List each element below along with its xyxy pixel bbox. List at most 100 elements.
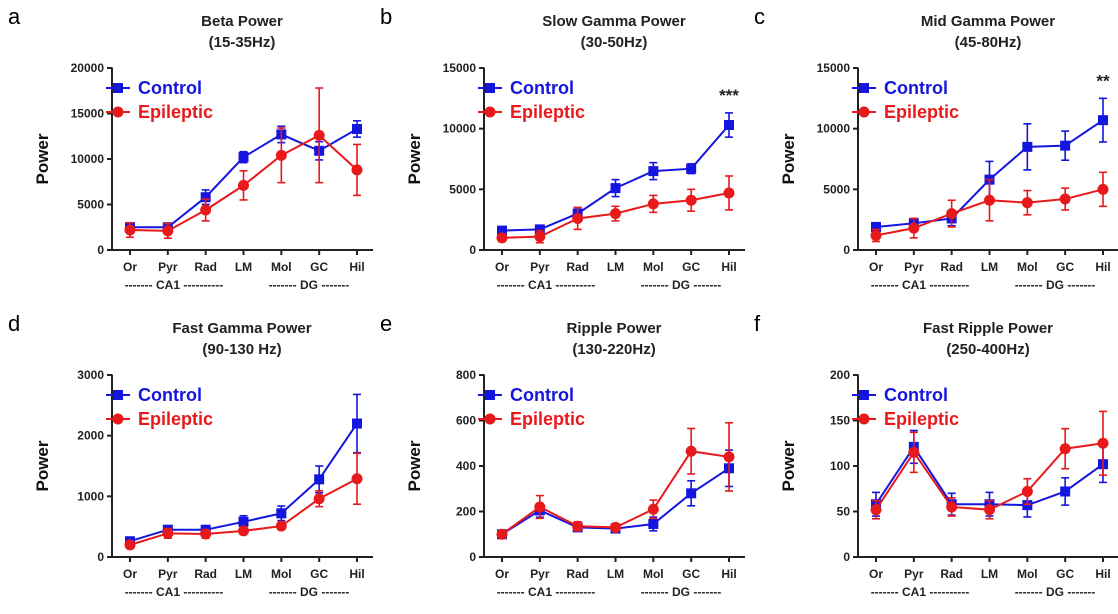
- region-label-ca1: ------- CA1 ----------: [497, 585, 596, 599]
- legend-label: Epileptic: [510, 409, 585, 429]
- x-tick-label: Hil: [1095, 567, 1110, 581]
- x-tick-label: Mol: [271, 567, 292, 581]
- x-tick-label: Rad: [566, 260, 589, 274]
- data-point-epileptic: [162, 527, 174, 539]
- y-tick-label: 10000: [443, 122, 477, 136]
- y-tick-label: 5000: [449, 182, 476, 196]
- chart-title: Beta Power: [201, 13, 283, 30]
- x-tick-label: GC: [1056, 260, 1074, 274]
- data-point-control: [1022, 500, 1033, 511]
- x-tick-label: Pyr: [158, 567, 178, 581]
- legend-marker-square: [485, 390, 495, 400]
- legend-marker-circle: [112, 413, 124, 425]
- y-tick-label: 5000: [77, 198, 104, 212]
- region-label-ca1: ------- CA1 ----------: [871, 585, 970, 599]
- x-tick-label: GC: [310, 567, 328, 581]
- x-tick-label: Rad: [940, 260, 963, 274]
- data-point-epileptic: [496, 232, 508, 244]
- data-point-control: [610, 183, 621, 194]
- chart-svg: c Mid Gamma Power (45-80Hz) 0 5000 10000 15000…: [754, 4, 1118, 292]
- legend-marker-square: [485, 83, 495, 93]
- legend-marker-circle: [858, 106, 870, 118]
- y-axis-label: Power: [779, 133, 798, 184]
- data-point-epileptic: [1021, 197, 1033, 209]
- y-tick-label: 15000: [71, 107, 105, 121]
- x-tick-label: LM: [981, 260, 998, 274]
- y-tick-label: 15000: [817, 61, 851, 75]
- x-tick-label: Hil: [349, 567, 364, 581]
- region-label-dg: ------- DG -------: [641, 585, 722, 599]
- chart-title: Fast Ripple Power: [923, 320, 1053, 337]
- x-tick-label: Mol: [1017, 567, 1038, 581]
- data-point-control: [686, 488, 697, 499]
- data-point-control: [200, 192, 211, 203]
- data-point-epileptic: [238, 179, 249, 191]
- data-point-epileptic: [1059, 443, 1071, 455]
- y-tick-label: 200: [830, 368, 850, 382]
- chart-subtitle: (130-220Hz): [572, 341, 655, 358]
- data-point-control: [352, 418, 362, 429]
- data-point-epileptic: [534, 231, 546, 243]
- data-point-epileptic: [908, 222, 920, 234]
- data-point-epileptic: [870, 229, 882, 241]
- x-tick-label: Or: [123, 260, 137, 274]
- region-label-dg: ------- DG -------: [1015, 278, 1096, 292]
- data-point-epileptic: [984, 504, 995, 516]
- chart-svg: f Fast Ripple Power (250-400Hz) 0 50 100 150 20…: [754, 311, 1118, 599]
- y-tick-label: 2000: [77, 429, 104, 443]
- x-tick-label: LM: [235, 567, 252, 581]
- y-tick-label: 800: [456, 368, 476, 382]
- data-point-epileptic: [946, 208, 958, 220]
- significance-marker: ***: [719, 86, 739, 105]
- y-tick-label: 600: [456, 414, 476, 428]
- panel-letter: c: [754, 4, 765, 29]
- chart-title: Mid Gamma Power: [921, 13, 1055, 30]
- x-tick-label: LM: [981, 567, 998, 581]
- x-tick-label: LM: [607, 567, 624, 581]
- x-tick-label: Or: [495, 260, 509, 274]
- legend-marker-square: [859, 390, 869, 400]
- y-tick-label: 0: [97, 243, 104, 257]
- panel-letter: e: [380, 311, 392, 336]
- legend-label: Epileptic: [510, 102, 585, 122]
- x-tick-label: Pyr: [530, 567, 550, 581]
- data-point-control: [534, 224, 545, 235]
- legend-label: Control: [138, 385, 202, 405]
- legend-marker-circle: [112, 106, 124, 118]
- x-tick-label: Rad: [940, 567, 963, 581]
- legend-marker-circle: [484, 413, 496, 425]
- data-point-epileptic: [313, 129, 325, 141]
- x-tick-label: Mol: [1017, 260, 1038, 274]
- data-point-epileptic: [984, 194, 995, 206]
- data-point-control: [238, 516, 249, 527]
- x-tick-label: Mol: [271, 260, 292, 274]
- legend-label: Epileptic: [884, 409, 959, 429]
- significance-marker: **: [1096, 71, 1110, 90]
- y-tick-label: 0: [469, 550, 476, 564]
- data-point-epileptic: [496, 528, 508, 540]
- legend-label: Epileptic: [138, 409, 213, 429]
- region-label-dg: ------- DG -------: [1015, 585, 1096, 599]
- y-tick-label: 10000: [71, 152, 105, 166]
- region-label-ca1: ------- CA1 ----------: [497, 278, 596, 292]
- data-point-epileptic: [275, 520, 287, 532]
- data-point-epileptic: [723, 187, 735, 199]
- chart-title: Slow Gamma Power: [542, 13, 686, 30]
- data-point-control: [686, 163, 697, 174]
- data-point-control: [238, 152, 249, 163]
- chart-panel-b: b Slow Gamma Power (30-50Hz) 0 5000 10000 1500…: [372, 0, 745, 307]
- data-point-epileptic: [572, 212, 584, 224]
- y-axis-label: Power: [405, 440, 424, 491]
- x-tick-label: Rad: [194, 567, 217, 581]
- data-point-epileptic: [200, 528, 212, 540]
- data-point-control: [276, 508, 287, 519]
- panel-letter: f: [754, 311, 761, 336]
- y-tick-label: 0: [469, 243, 476, 257]
- y-axis-label: Power: [33, 133, 52, 184]
- panel-letter: d: [8, 311, 20, 336]
- legend-marker-circle: [858, 413, 870, 425]
- x-tick-label: Mol: [643, 260, 664, 274]
- x-tick-label: Or: [869, 567, 883, 581]
- region-label-ca1: ------- CA1 ----------: [871, 278, 970, 292]
